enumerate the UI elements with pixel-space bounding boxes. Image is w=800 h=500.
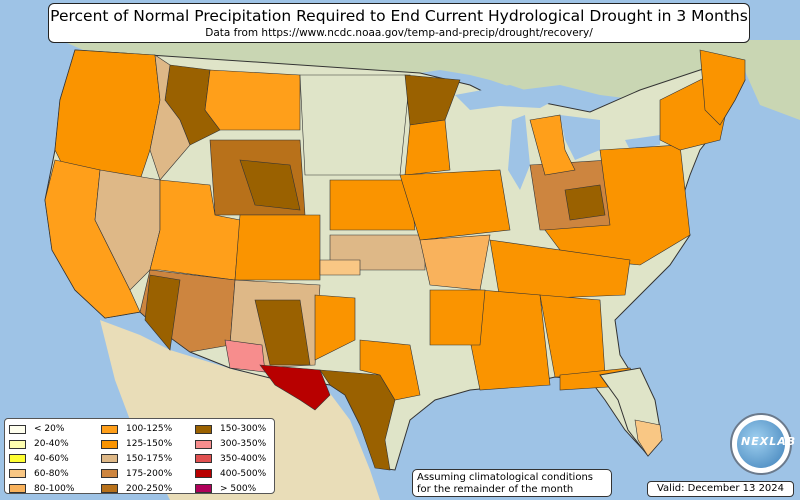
region-texas-east (359, 339, 421, 401)
page-subtitle: Data from https://www.ncdc.noaa.gov/temp… (205, 27, 593, 39)
legend-swatch (195, 469, 212, 479)
legend-swatch (101, 439, 118, 449)
legend-item: > 500% (195, 481, 266, 496)
legend-item: 80-100% (9, 481, 74, 496)
legend-swatch (195, 454, 212, 464)
region-new-england (699, 49, 746, 126)
legend-label: 20-40% (34, 439, 69, 450)
region-pnw (54, 49, 161, 181)
legend-label: 150-300% (220, 424, 267, 435)
legend-item: 125-150% (101, 437, 172, 452)
legend-item: 100-125% (101, 422, 172, 437)
lake-superior (455, 85, 555, 110)
legend-label: 80-100% (34, 483, 75, 494)
legend-swatch (195, 424, 212, 434)
title-box: Percent of Normal Precipitation Required… (48, 3, 750, 43)
region-arizona-dark (144, 274, 181, 351)
gulf-of-mexico (400, 375, 640, 500)
legend-swatch (9, 439, 26, 449)
legend-item: 300-350% (195, 437, 266, 452)
region-nm-red (224, 339, 266, 373)
legend-column-2: 100-125% 125-150% 150-175% 175-200% 200-… (101, 422, 172, 496)
note-line-2: for the remainder of the month (417, 484, 574, 495)
globe-icon (737, 420, 785, 468)
legend-item: 40-60% (9, 452, 74, 467)
region-montana-orange (204, 69, 301, 131)
region-ohio-dark (564, 184, 606, 221)
legend-label: 125-150% (126, 439, 173, 450)
legend-label: < 20% (34, 424, 65, 435)
region-texas-north (314, 294, 356, 361)
legend-label: 40-60% (34, 453, 69, 464)
legend-swatch (195, 484, 212, 494)
legend-column-3: 150-300% 300-350% 350-400% 400-500% > 50… (195, 422, 266, 496)
legend-swatch (195, 439, 212, 449)
legend-item: 200-250% (101, 481, 172, 496)
lake-ontario (625, 135, 660, 150)
region-missouri (419, 234, 491, 291)
legend-item: 150-300% (195, 422, 266, 437)
page-title: Percent of Normal Precipitation Required… (50, 7, 748, 25)
legend-item: 175-200% (101, 466, 172, 481)
region-nebraska (329, 179, 416, 231)
drought-regions (44, 49, 746, 471)
legend-swatch (9, 469, 26, 479)
legend-swatch (9, 484, 26, 494)
legend-item: 60-80% (9, 466, 74, 481)
legend-swatch (101, 469, 118, 479)
legend-item: < 20% (9, 422, 74, 437)
florida-south-orange (634, 419, 663, 457)
legend-label: 300-350% (220, 439, 267, 450)
legend-item: 150-175% (101, 452, 172, 467)
legend-swatch (101, 484, 118, 494)
region-nm-brown (254, 299, 311, 366)
region-arkansas (429, 289, 486, 346)
assumption-note: Assuming climatological conditions for t… (412, 469, 612, 497)
region-iowa-illinois (399, 169, 511, 241)
region-wyoming-dark (239, 159, 301, 211)
canada-region (60, 40, 800, 120)
legend-swatch (9, 454, 26, 464)
lake-michigan (508, 115, 530, 190)
legend-item: 20-40% (9, 437, 74, 452)
valid-date: Valid: December 13 2024 (647, 481, 794, 497)
legend-label: 60-80% (34, 468, 69, 479)
legend-item: 350-400% (195, 452, 266, 467)
legend-label: > 500% (220, 483, 257, 494)
legend-label: 400-500% (220, 468, 267, 479)
legend-label: 350-400% (220, 453, 267, 464)
legend-label: 175-200% (126, 468, 173, 479)
legend-label: 150-175% (126, 453, 173, 464)
region-idaho (149, 54, 191, 181)
legend-column-1: < 20% 20-40% 40-60% 60-80% 80-100% (9, 422, 74, 496)
region-colorado (234, 214, 321, 281)
legend-swatch (101, 454, 118, 464)
note-line-1: Assuming climatological conditions (417, 472, 593, 483)
lake-huron (560, 115, 600, 160)
legend-swatch (101, 424, 118, 434)
legend: < 20% 20-40% 40-60% 60-80% 80-100% 100-1… (4, 418, 275, 494)
legend-label: 200-250% (126, 483, 173, 494)
legend-swatch (9, 424, 26, 434)
nexlab-logo: NEXLAB (730, 413, 795, 475)
region-minnesota-orange (404, 119, 451, 176)
region-michigan (529, 114, 576, 176)
region-oklahoma (319, 259, 361, 276)
logo-text: NEXLAB (741, 435, 797, 448)
region-dakotas (299, 74, 411, 176)
region-tn-ky (489, 239, 631, 301)
legend-label: 100-125% (126, 424, 173, 435)
legend-item: 400-500% (195, 466, 266, 481)
